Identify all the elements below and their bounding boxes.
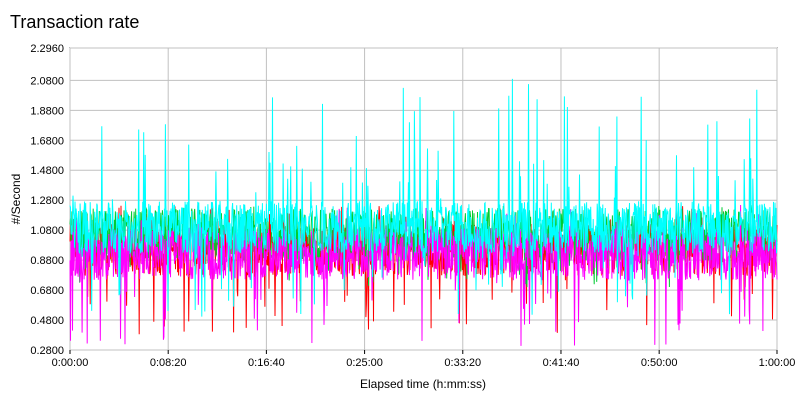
y-tick-label: 0.6800 [30, 285, 64, 297]
axis-layer: 0.2800 0.4800 0.6800 0.8800 1.0800 1.2800 1.48… [30, 43, 795, 369]
y-tick-label: 1.6800 [30, 135, 64, 147]
plot-area [69, 47, 778, 351]
x-tick-label: 1:00:00 [759, 357, 796, 369]
y-tick-label: 2.0800 [30, 75, 64, 87]
x-tick-label: 0:00:00 [52, 357, 89, 369]
y-tick-label: 1.4800 [30, 165, 64, 177]
x-axis-title: Elapsed time (h:mm:ss) [360, 377, 486, 391]
y-tick-label: 2.2960 [30, 43, 64, 55]
x-tick-label: 0:25:00 [346, 357, 383, 369]
x-tick-label: 0:50:00 [641, 357, 678, 369]
series-layer [69, 78, 778, 346]
x-tick-label: 0:08:20 [150, 357, 187, 369]
y-tick-label: 0.8800 [30, 255, 64, 267]
y-tick-label: 0.2800 [30, 345, 64, 357]
x-tick-label: 0:41:40 [543, 357, 580, 369]
chart-title: Transaction rate [10, 12, 140, 32]
x-tick-label: 0:33:20 [444, 357, 481, 369]
y-tick-label: 0.4800 [30, 315, 64, 327]
y-tick-label: 1.0800 [30, 225, 64, 237]
x-tick-label: 0:16:40 [248, 357, 285, 369]
y-axis-title: #/Second [9, 174, 23, 225]
y-tick-label: 1.8800 [30, 105, 64, 117]
y-tick-label: 1.2800 [30, 195, 64, 207]
series-line-3 [69, 78, 778, 317]
